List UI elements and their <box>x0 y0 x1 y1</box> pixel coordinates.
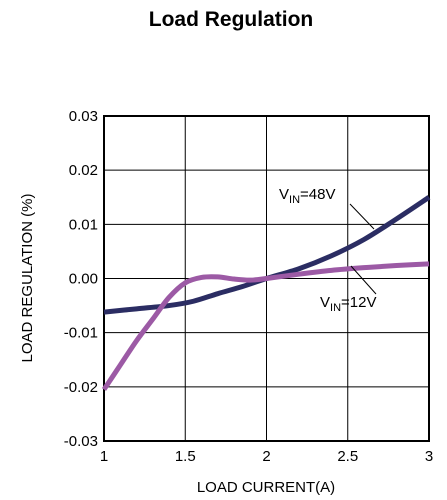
x-tick-labels: 1 1.5 2 2.5 3 <box>100 448 433 465</box>
y-tick-label: -0.03 <box>64 433 98 450</box>
annotation-48v-rest: =48V <box>300 186 335 203</box>
y-tick-label: -0.02 <box>64 379 98 396</box>
annotation-12v-sub: IN <box>330 302 341 314</box>
plot-frame <box>103 115 430 442</box>
y-tick-label: 0.00 <box>69 271 98 288</box>
y-tick-label: 0.01 <box>69 216 98 233</box>
annotation-48v-label: VIN=48V <box>279 186 335 206</box>
y-tick-label: 0.02 <box>69 162 98 179</box>
series-layer <box>101 195 431 391</box>
x-tick-label: 1.5 <box>175 448 196 465</box>
chart-title: Load Regulation <box>149 8 314 31</box>
y-axis-label: LOAD REGULATION (%) <box>19 194 36 363</box>
annotation-vin-48v: VIN=48V <box>279 186 375 230</box>
annotation-12v-rest: =12V <box>341 294 376 311</box>
series-line-vin-12v <box>101 261 430 391</box>
annotation-48v-v: V <box>279 186 289 203</box>
x-tick-label: 2.5 <box>337 448 358 465</box>
annotation-48v-sub: IN <box>289 194 300 206</box>
annotation-12v-v: V <box>320 294 330 311</box>
x-tick-label: 1 <box>100 448 108 465</box>
annotation-12v-leader <box>350 265 377 295</box>
x-tick-label: 2 <box>262 448 270 465</box>
y-tick-label: -0.01 <box>64 325 98 342</box>
annotation-48v-leader <box>349 203 375 230</box>
y-tick-labels: 0.03 0.02 0.01 0.00 -0.01 -0.02 -0.03 <box>64 108 98 450</box>
x-tick-label: 3 <box>425 448 433 465</box>
y-tick-label: 0.03 <box>69 108 98 125</box>
x-axis-label: LOAD CURRENT(A) <box>197 479 335 496</box>
annotation-vin-12v: VIN=12V <box>320 265 377 314</box>
series-line-vin-48v <box>103 195 431 315</box>
annotation-12v-label: VIN=12V <box>320 294 376 314</box>
